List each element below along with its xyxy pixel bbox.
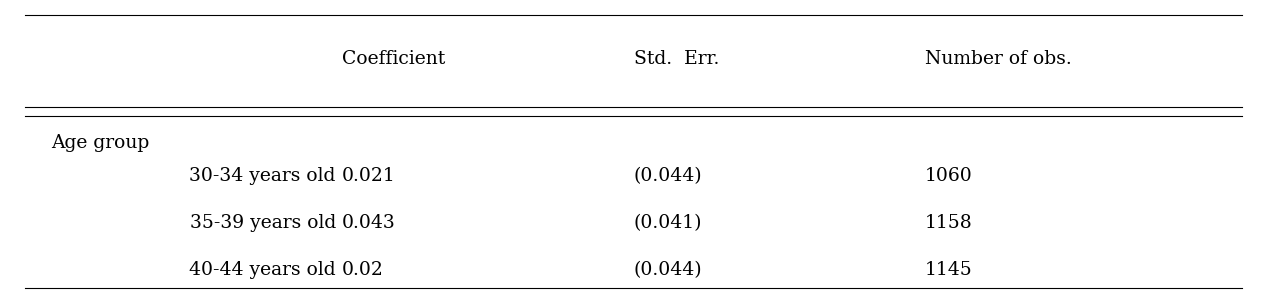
Text: 1158: 1158: [925, 214, 973, 233]
Text: Number of obs.: Number of obs.: [925, 50, 1072, 68]
Text: 1060: 1060: [925, 167, 973, 186]
Text: 0.043: 0.043: [342, 214, 395, 233]
Text: 0.021: 0.021: [342, 167, 395, 186]
Text: 35-39 years old: 35-39 years old: [190, 214, 336, 233]
Text: Age group: Age group: [51, 133, 150, 152]
Text: 30-34 years old: 30-34 years old: [189, 167, 336, 186]
Text: Coefficient: Coefficient: [342, 50, 445, 68]
Text: Std.  Err.: Std. Err.: [634, 50, 718, 68]
Text: 0.02: 0.02: [342, 261, 384, 280]
Text: (0.044): (0.044): [634, 261, 702, 280]
Text: (0.041): (0.041): [634, 214, 702, 233]
Text: 40-44 years old: 40-44 years old: [189, 261, 336, 280]
Text: 1145: 1145: [925, 261, 973, 280]
Text: (0.044): (0.044): [634, 167, 702, 186]
